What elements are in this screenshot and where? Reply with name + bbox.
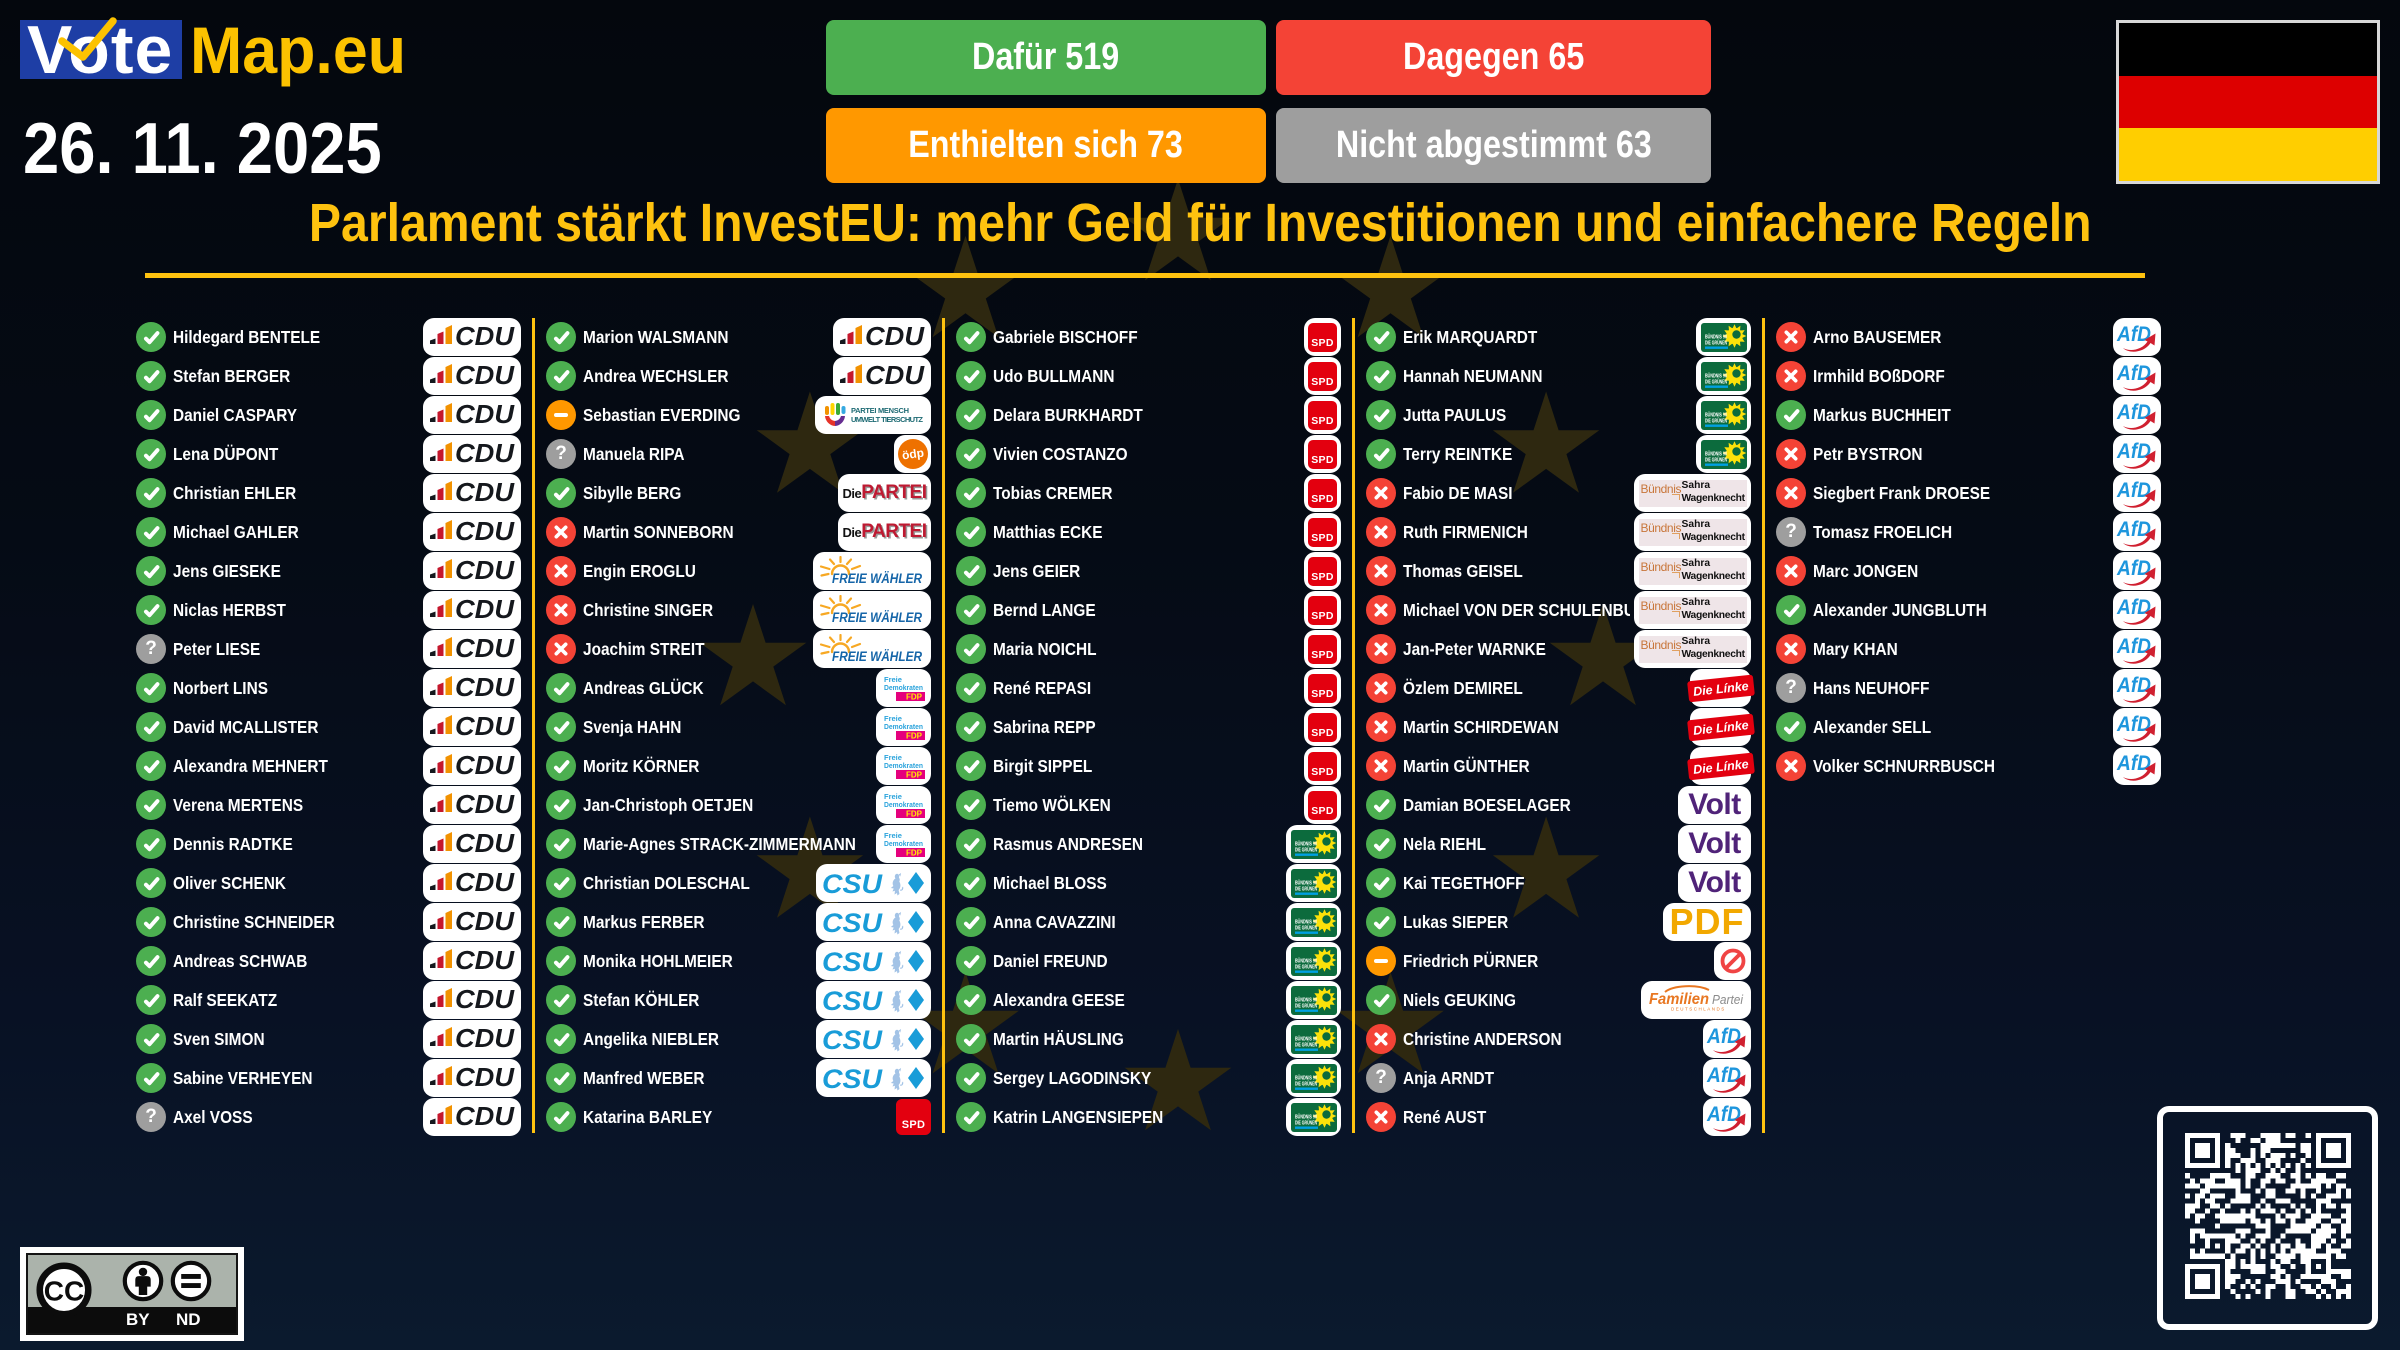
- svg-text:CDU: CDU: [455, 636, 515, 662]
- svg-text:BÜNDNIS 90: BÜNDNIS 90: [1705, 411, 1727, 418]
- svg-text:CC: CC: [44, 1275, 84, 1306]
- svg-text:DEUTSCHLANDS: DEUTSCHLANDS: [1671, 1007, 1726, 1012]
- svg-text:CDU: CDU: [455, 1026, 515, 1052]
- svg-text:AfD: AfD: [2116, 557, 2151, 580]
- svg-text:Demokraten: Demokraten: [884, 683, 923, 692]
- svg-text:CDU: CDU: [455, 948, 515, 974]
- svg-text:Demokraten: Demokraten: [884, 839, 923, 848]
- svg-text:Freie: Freie: [884, 675, 902, 684]
- svg-text:Demokraten: Demokraten: [884, 722, 923, 731]
- svg-text:Freie: Freie: [884, 792, 902, 801]
- svg-text:Freie: Freie: [884, 714, 902, 723]
- svg-text:BÜNDNIS 90: BÜNDNIS 90: [1705, 333, 1727, 340]
- svg-text:CDU: CDU: [455, 1065, 515, 1091]
- svg-text:FREIE WÄHLER: FREIE WÄHLER: [832, 571, 922, 586]
- svg-text:DIE GRÜNEN: DIE GRÜNEN: [1295, 1002, 1317, 1009]
- svg-text:CSU: CSU: [822, 947, 884, 975]
- svg-text:BÜNDNIS 90: BÜNDNIS 90: [1295, 996, 1317, 1003]
- svg-text:FDP: FDP: [906, 849, 923, 858]
- svg-text:CDU: CDU: [455, 558, 515, 584]
- svg-text:DIE GRÜNEN: DIE GRÜNEN: [1295, 1119, 1317, 1126]
- svg-text:CDU: CDU: [455, 792, 515, 818]
- svg-text:AfD: AfD: [2116, 401, 2151, 424]
- svg-text:CSU: CSU: [822, 1025, 884, 1053]
- svg-text:BÜNDNIS 90: BÜNDNIS 90: [1295, 957, 1317, 964]
- svg-text:BÜNDNIS 90: BÜNDNIS 90: [1705, 372, 1727, 379]
- svg-text:Freie: Freie: [884, 831, 902, 840]
- svg-text:CDU: CDU: [455, 1104, 515, 1130]
- svg-text:FREIE WÄHLER: FREIE WÄHLER: [832, 610, 922, 625]
- svg-text:DIE GRÜNEN: DIE GRÜNEN: [1295, 924, 1317, 931]
- svg-text:BÜNDNIS 90: BÜNDNIS 90: [1295, 840, 1317, 847]
- svg-text:AfD: AfD: [2116, 635, 2151, 658]
- svg-text:Familien: Familien: [1649, 991, 1709, 1008]
- svg-text:BÜNDNIS 90: BÜNDNIS 90: [1705, 450, 1727, 457]
- svg-text:DIE GRÜNEN: DIE GRÜNEN: [1705, 456, 1727, 463]
- svg-text:AfD: AfD: [2116, 440, 2151, 463]
- svg-text:AfD: AfD: [2116, 518, 2151, 541]
- svg-text:AfD: AfD: [2116, 713, 2151, 736]
- svg-text:CSU: CSU: [822, 869, 884, 897]
- svg-text:AfD: AfD: [2116, 752, 2151, 775]
- svg-text:Demokraten: Demokraten: [884, 761, 923, 770]
- svg-text:CSU: CSU: [822, 986, 884, 1014]
- svg-text:CDU: CDU: [455, 753, 515, 779]
- svg-text:CDU: CDU: [455, 987, 515, 1013]
- svg-text:Demokraten: Demokraten: [884, 800, 923, 809]
- svg-text:CDU: CDU: [455, 324, 515, 350]
- svg-text:DIE GRÜNEN: DIE GRÜNEN: [1295, 846, 1317, 853]
- svg-text:CSU: CSU: [822, 908, 884, 936]
- svg-text:BÜNDNIS 90: BÜNDNIS 90: [1295, 1113, 1317, 1120]
- svg-text:BÜNDNIS 90: BÜNDNIS 90: [1295, 879, 1317, 886]
- svg-text:AfD: AfD: [1706, 1025, 1741, 1048]
- svg-text:CDU: CDU: [455, 441, 515, 467]
- svg-text:CDU: CDU: [455, 480, 515, 506]
- svg-text:BÜNDNIS 90: BÜNDNIS 90: [1295, 1035, 1317, 1042]
- svg-text:FREIE WÄHLER: FREIE WÄHLER: [832, 649, 922, 664]
- svg-text:AfD: AfD: [2116, 362, 2151, 385]
- svg-text:CDU: CDU: [455, 909, 515, 935]
- svg-text:Partei: Partei: [1712, 992, 1744, 1007]
- svg-text:CSU: CSU: [822, 1064, 884, 1092]
- svg-text:AfD: AfD: [2116, 323, 2151, 346]
- svg-text:AfD: AfD: [1706, 1103, 1741, 1126]
- svg-text:DIE GRÜNEN: DIE GRÜNEN: [1705, 417, 1727, 424]
- svg-text:CDU: CDU: [455, 363, 515, 389]
- svg-text:CDU: CDU: [865, 324, 925, 350]
- svg-text:FDP: FDP: [906, 771, 923, 780]
- svg-text:CDU: CDU: [455, 402, 515, 428]
- svg-text:UMWELT TIERSCHUTZ: UMWELT TIERSCHUTZ: [851, 415, 923, 424]
- svg-text:AfD: AfD: [2116, 674, 2151, 697]
- svg-text:CDU: CDU: [455, 519, 515, 545]
- svg-text:BÜNDNIS 90: BÜNDNIS 90: [1295, 1074, 1317, 1081]
- svg-text:DIE GRÜNEN: DIE GRÜNEN: [1295, 1041, 1317, 1048]
- svg-text:DIE GRÜNEN: DIE GRÜNEN: [1705, 339, 1727, 346]
- svg-text:BÜNDNIS 90: BÜNDNIS 90: [1295, 918, 1317, 925]
- svg-text:FDP: FDP: [906, 732, 923, 741]
- svg-text:PARTEI MENSCH: PARTEI MENSCH: [851, 406, 909, 415]
- svg-text:CDU: CDU: [455, 597, 515, 623]
- svg-text:AfD: AfD: [2116, 479, 2151, 502]
- svg-text:DIE GRÜNEN: DIE GRÜNEN: [1295, 885, 1317, 892]
- svg-text:DIE GRÜNEN: DIE GRÜNEN: [1705, 378, 1727, 385]
- svg-text:AfD: AfD: [1706, 1064, 1741, 1087]
- svg-text:FDP: FDP: [906, 810, 923, 819]
- svg-text:DIE GRÜNEN: DIE GRÜNEN: [1295, 1080, 1317, 1087]
- svg-text:CDU: CDU: [455, 831, 515, 857]
- svg-text:DIE GRÜNEN: DIE GRÜNEN: [1295, 963, 1317, 970]
- svg-text:FDP: FDP: [906, 693, 923, 702]
- svg-text:CDU: CDU: [865, 363, 925, 389]
- svg-text:AfD: AfD: [2116, 596, 2151, 619]
- svg-text:Freie: Freie: [884, 753, 902, 762]
- svg-text:CDU: CDU: [455, 675, 515, 701]
- svg-text:CDU: CDU: [455, 714, 515, 740]
- svg-text:CDU: CDU: [455, 870, 515, 896]
